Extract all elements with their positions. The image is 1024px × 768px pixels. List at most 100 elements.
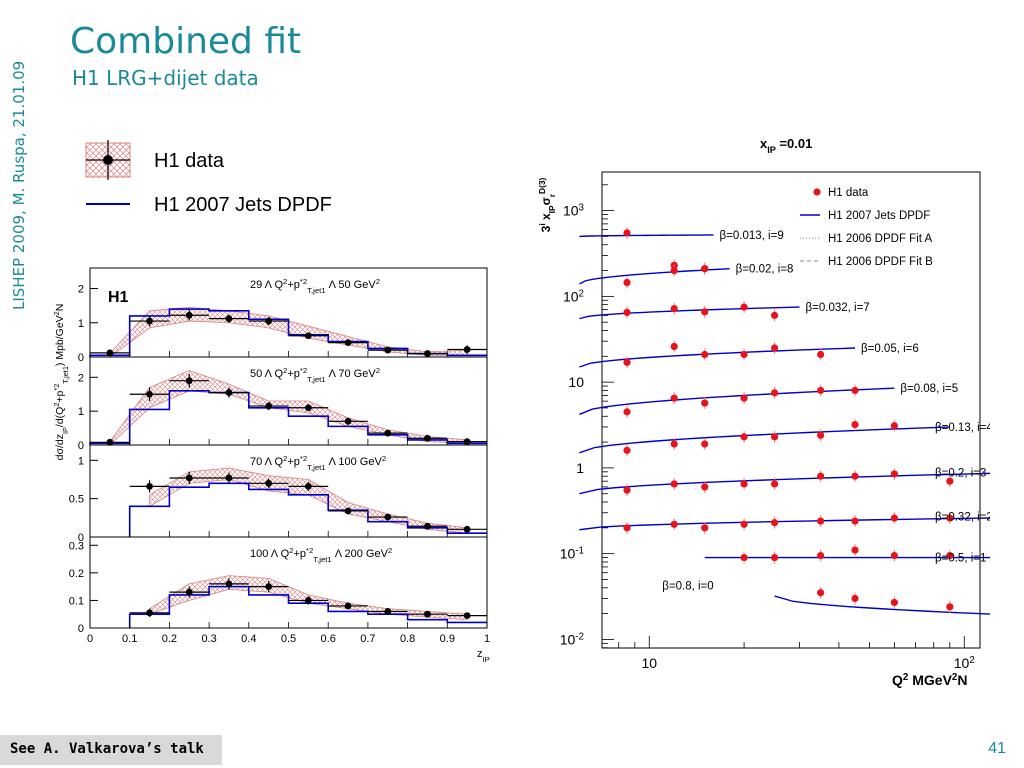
data-marker (146, 317, 153, 325)
data-point (288, 332, 329, 340)
data-point (946, 477, 954, 485)
data-marker (225, 315, 233, 323)
data-point (407, 522, 448, 530)
data-point (447, 345, 487, 354)
data-marker (384, 513, 392, 521)
data-marker (106, 438, 114, 446)
dpdf-curve (579, 347, 856, 368)
data-point (328, 602, 368, 610)
x-axis-label: zIP (477, 648, 490, 662)
data-marker (265, 317, 273, 325)
data-point (771, 389, 779, 397)
subpanel-label: 70 Λ Q2+p*2T,jet1 Λ 100 GeV2 (250, 454, 386, 472)
data-marker (304, 332, 312, 340)
data-point (740, 303, 748, 311)
x-tick-label: 0.6 (321, 633, 336, 645)
y-tick-label: 0 (78, 440, 84, 452)
data-marker (424, 610, 431, 618)
x-tick-label: 0 (87, 633, 93, 645)
x-tick-label: 102 (954, 655, 975, 672)
data-marker (304, 597, 312, 604)
legend-label: H1 2006 DPDF Fit A (828, 233, 933, 245)
data-marker (463, 612, 471, 619)
data-point (670, 440, 678, 448)
side-caption: LISHEP 2009, M. Ruspa, 21.01.09 (10, 60, 28, 310)
data-point (701, 399, 709, 407)
data-point (851, 420, 859, 429)
y-tick-label: 0.3 (69, 540, 84, 552)
data-point (670, 520, 678, 528)
series-label: β=0.02, i=8 (736, 264, 794, 276)
data-point (701, 308, 709, 316)
data-point (670, 394, 678, 402)
data-point (248, 581, 289, 593)
data-point (623, 308, 631, 317)
data-marker (185, 377, 193, 385)
subpanel-label: 29 Λ Q2+p*2T,jet1 Λ 50 GeV2 (250, 277, 380, 295)
data-marker (265, 479, 273, 487)
data-point (817, 431, 825, 439)
x-tick-label: 0.1 (122, 633, 137, 645)
data-point (817, 589, 825, 597)
data-point (367, 429, 408, 437)
left-chart: 0 1 2 29 Λ Q2+p*2T,jet1 Λ 50 GeV2 0 1 2 50 Λ Q2… (52, 267, 490, 662)
data-point (771, 519, 779, 527)
page-subtitle: H1 LRG+dijet data (72, 66, 259, 90)
data-point (817, 551, 825, 560)
dpdf-histogram (128, 482, 487, 537)
data-point (817, 472, 825, 480)
data-point (447, 438, 487, 446)
data-marker (265, 402, 273, 410)
footer-bar: See A. Valkarova’s talk (0, 735, 222, 765)
data-point (817, 350, 825, 359)
data-point (890, 470, 898, 478)
data-point (288, 481, 329, 491)
data-point (670, 480, 678, 488)
series-6: β=0.2, i=3 (579, 468, 990, 497)
y-axis-label: 3i xIPσrD(3) (537, 177, 557, 232)
data-point (670, 266, 678, 275)
data-point (129, 315, 170, 327)
dpdf-curve (579, 517, 990, 531)
data-point (328, 339, 368, 347)
y-axis-label: dσ/dzIP/d(Q2+p*2T,jet1) Mpb/GeV2N (52, 304, 70, 461)
dpdf-curve (774, 595, 990, 615)
data-point (288, 404, 329, 412)
data-marker (225, 474, 233, 482)
data-marker (384, 608, 392, 615)
y-tick-label: 10 (568, 374, 584, 390)
subpanel-label: 100 Λ Q2+p*2T,jet1 Λ 200 GeV2 (250, 546, 392, 564)
data-point (169, 471, 210, 485)
data-point (701, 524, 709, 532)
page-number: 41 (988, 740, 1006, 757)
data-marker (384, 346, 392, 354)
data-point (701, 265, 709, 273)
series-3: β=0.05, i=6 (579, 340, 919, 369)
h1-logo-text: H1 (108, 289, 129, 306)
data-marker (304, 483, 312, 490)
y-tick-label: 10-2 (560, 631, 584, 648)
data-marker (225, 580, 233, 588)
plot-frame (601, 171, 981, 649)
series-2: β=0.032, i=7 (579, 301, 870, 322)
data-marker-icon (103, 155, 113, 165)
legend-label-data: H1 data (154, 150, 225, 172)
dpdf-curve (579, 426, 950, 454)
data-point (771, 311, 779, 319)
y-tick-label: 1 (78, 406, 84, 418)
data-marker (463, 346, 471, 353)
data-marker (344, 507, 352, 515)
data-point (169, 586, 210, 598)
data-point (771, 433, 779, 441)
legend-label: H1 2007 Jets DPDF (828, 210, 930, 222)
series-8: β=0.5, i=1 (704, 544, 990, 565)
data-point (328, 507, 368, 515)
data-point (209, 387, 249, 398)
data-point (367, 513, 408, 521)
series-label: β=0.32, i=2 (935, 512, 990, 524)
data-point (407, 350, 448, 357)
y-tick-label: 0 (78, 532, 84, 544)
data-marker (146, 390, 153, 398)
data-point (248, 316, 289, 326)
data-point (623, 408, 631, 416)
